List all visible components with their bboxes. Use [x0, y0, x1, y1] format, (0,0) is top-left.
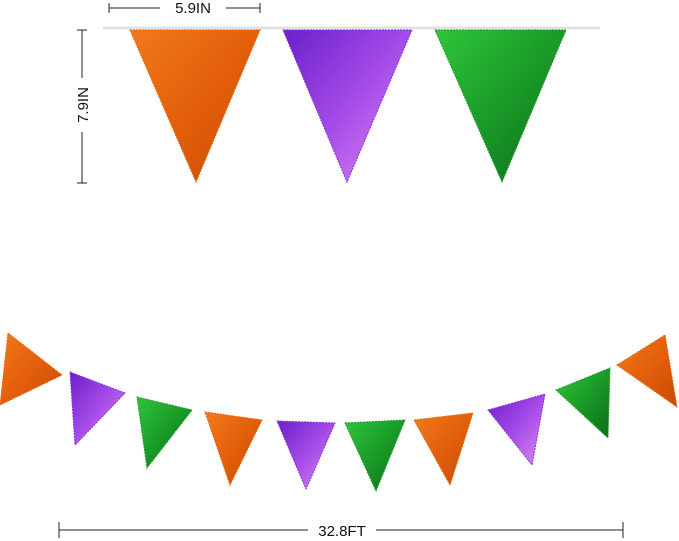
garland-green-flag	[344, 419, 406, 493]
purple-flag	[282, 29, 413, 184]
garland-orange-flag	[0, 332, 63, 406]
width-dimension: 5.9IN	[108, 0, 261, 17]
garland-orange-flag	[204, 411, 263, 487]
garland-orange-flag	[413, 412, 474, 487]
garland-purple-flag	[487, 393, 546, 467]
height-dimension: 7.9IN	[74, 29, 92, 184]
garland-green-flag	[555, 367, 611, 440]
length-dimension: 32.8FT	[58, 521, 624, 540]
garland-purple-flag	[276, 420, 336, 491]
garland-green-flag	[136, 396, 193, 470]
orange-flag	[129, 29, 261, 184]
length-label: 32.8FT	[318, 523, 366, 540]
height-label: 7.9IN	[75, 87, 92, 123]
garland-purple-flag	[69, 371, 126, 447]
garland-orange-flag	[616, 334, 678, 409]
width-label: 5.9IN	[175, 0, 211, 17]
green-flag	[434, 29, 567, 184]
